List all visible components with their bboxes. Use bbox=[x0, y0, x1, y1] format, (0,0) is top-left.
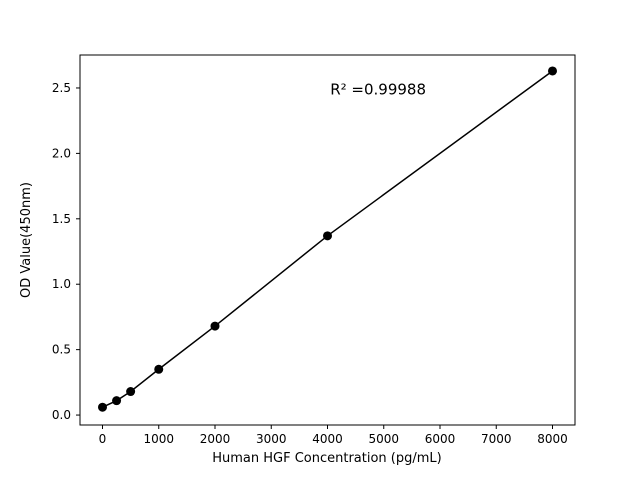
data-point bbox=[210, 321, 220, 331]
data-point bbox=[548, 66, 557, 76]
plot-generated-layer: 0 1000 2000 3000 4000 5000 6000 7000 8000 0.0 0.5 1… bbox=[52, 54, 576, 446]
x-tick-label: 8000 bbox=[537, 432, 568, 446]
x-tick-label: 6000 bbox=[425, 432, 456, 446]
data-point bbox=[126, 387, 136, 397]
y-tick-label: 0.0 bbox=[52, 408, 71, 422]
x-tick-label: 1000 bbox=[143, 432, 174, 446]
x-tick-label: 0 bbox=[99, 432, 107, 446]
data-point bbox=[98, 402, 107, 412]
x-axis-title: Human HGF Concentration (pg/mL) bbox=[212, 451, 442, 466]
x-tick-label: 4000 bbox=[312, 432, 343, 446]
y-tick-label: 1.0 bbox=[52, 277, 71, 291]
y-tick-label: 0.5 bbox=[52, 343, 71, 357]
y-axis-title: OD Value(450nm) bbox=[19, 182, 34, 298]
x-tick-label: 3000 bbox=[256, 432, 287, 446]
data-point bbox=[323, 231, 332, 241]
y-tick-label: 2.0 bbox=[52, 146, 71, 160]
y-tick-label: 1.5 bbox=[52, 212, 71, 226]
x-tick-label: 5000 bbox=[368, 432, 399, 446]
data-point bbox=[154, 364, 164, 374]
x-tick-label: 2000 bbox=[200, 432, 231, 446]
x-tick-label: 7000 bbox=[481, 432, 512, 446]
data-point bbox=[112, 396, 122, 406]
y-tick-label: 2.5 bbox=[52, 81, 71, 95]
r-squared-annotation: R² =0.99988 bbox=[330, 81, 426, 99]
